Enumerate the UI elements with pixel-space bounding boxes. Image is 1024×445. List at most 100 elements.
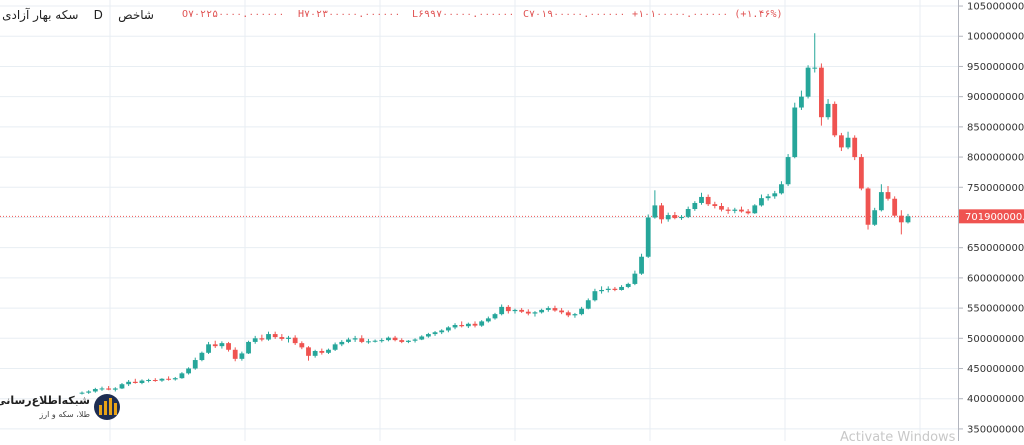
candle-49[interactable] [406, 340, 411, 344]
candle-41[interactable] [352, 335, 358, 342]
candle-2[interactable] [92, 387, 98, 393]
candle-65[interactable] [512, 308, 518, 314]
candle-98[interactable] [732, 207, 738, 214]
candle-0[interactable] [79, 391, 85, 395]
candle-75[interactable] [579, 306, 584, 316]
candle-97[interactable] [725, 207, 731, 214]
candle-25[interactable] [246, 340, 251, 355]
candle-112[interactable] [825, 99, 831, 120]
candle-85[interactable] [645, 214, 651, 258]
candle-1[interactable] [86, 390, 92, 394]
candle-37[interactable] [326, 348, 331, 355]
symbol-title[interactable]: شاخص D سکه بهار آزادی [2, 8, 154, 22]
candle-96[interactable] [719, 202, 724, 212]
candle-47[interactable] [392, 335, 398, 342]
candle-51[interactable] [419, 335, 425, 341]
candle-119[interactable] [872, 207, 878, 226]
candle-84[interactable] [639, 253, 644, 275]
candle-67[interactable] [525, 309, 531, 316]
candle-118[interactable] [865, 187, 871, 230]
candle-39[interactable] [339, 340, 345, 347]
candle-103[interactable] [765, 193, 771, 201]
candle-113[interactable] [832, 101, 838, 138]
candle-102[interactable] [759, 194, 764, 207]
candle-54[interactable] [439, 329, 445, 335]
candle-71[interactable] [552, 305, 558, 312]
candle-107[interactable] [792, 102, 798, 159]
candle-9[interactable] [139, 379, 145, 385]
candle-90[interactable] [679, 215, 684, 220]
candle-43[interactable] [366, 338, 371, 344]
candle-77[interactable] [592, 288, 598, 302]
candle-106[interactable] [785, 154, 791, 187]
candle-56[interactable] [452, 323, 458, 330]
candle-12[interactable] [159, 378, 165, 382]
candle-104[interactable] [772, 190, 778, 199]
candle-91[interactable] [685, 206, 691, 219]
candle-108[interactable] [799, 90, 804, 110]
candle-99[interactable] [739, 206, 744, 213]
candle-38[interactable] [332, 342, 338, 351]
candle-32[interactable] [292, 335, 298, 345]
candle-83[interactable] [632, 270, 638, 286]
candle-58[interactable] [465, 322, 471, 329]
candle-15[interactable] [179, 372, 185, 379]
candle-30[interactable] [279, 334, 285, 341]
candle-64[interactable] [505, 305, 511, 314]
candle-33[interactable] [299, 341, 305, 350]
candle-3[interactable] [99, 386, 105, 391]
candle-92[interactable] [692, 201, 698, 211]
candle-68[interactable] [532, 311, 538, 317]
candle-28[interactable] [266, 331, 271, 341]
candle-57[interactable] [459, 321, 465, 328]
candle-121[interactable] [885, 186, 891, 201]
candle-53[interactable] [432, 331, 438, 336]
candle-62[interactable] [492, 312, 498, 320]
candle-48[interactable] [399, 338, 405, 344]
candle-115[interactable] [845, 131, 851, 150]
candle-123[interactable] [898, 210, 904, 235]
candle-52[interactable] [425, 332, 431, 338]
candle-124[interactable] [905, 213, 911, 224]
candle-76[interactable] [585, 298, 591, 310]
candle-79[interactable] [605, 286, 611, 293]
candle-17[interactable] [192, 357, 198, 370]
candle-13[interactable] [166, 376, 171, 381]
candle-60[interactable] [479, 320, 485, 327]
candle-61[interactable] [485, 316, 491, 323]
candle-11[interactable] [152, 378, 158, 382]
candle-44[interactable] [372, 339, 378, 343]
candle-78[interactable] [599, 286, 604, 294]
candle-95[interactable] [712, 201, 718, 209]
candle-18[interactable] [199, 351, 205, 362]
candle-110[interactable] [812, 33, 818, 73]
candle-66[interactable] [519, 308, 525, 313]
candle-117[interactable] [858, 154, 864, 191]
candle-74[interactable] [572, 312, 578, 318]
candle-105[interactable] [779, 181, 784, 195]
candle-120[interactable] [878, 184, 884, 212]
candle-34[interactable] [306, 346, 311, 361]
candle-7[interactable] [126, 379, 132, 387]
candle-19[interactable] [206, 341, 211, 355]
candle-35[interactable] [312, 349, 318, 358]
candle-31[interactable] [286, 335, 291, 343]
candle-4[interactable] [106, 386, 112, 391]
candle-101[interactable] [752, 204, 758, 214]
candle-89[interactable] [672, 212, 678, 220]
candle-109[interactable] [805, 65, 811, 99]
candle-8[interactable] [132, 378, 138, 384]
candle-88[interactable] [665, 212, 671, 222]
timeframe-label[interactable]: D [93, 8, 103, 22]
candle-16[interactable] [186, 367, 191, 375]
candle-80[interactable] [612, 286, 618, 292]
candle-55[interactable] [445, 326, 451, 333]
candle-36[interactable] [319, 348, 325, 355]
candle-116[interactable] [852, 135, 858, 161]
candle-40[interactable] [346, 337, 351, 344]
candle-114[interactable] [838, 132, 844, 152]
candle-23[interactable] [232, 347, 238, 362]
candle-26[interactable] [252, 335, 258, 344]
